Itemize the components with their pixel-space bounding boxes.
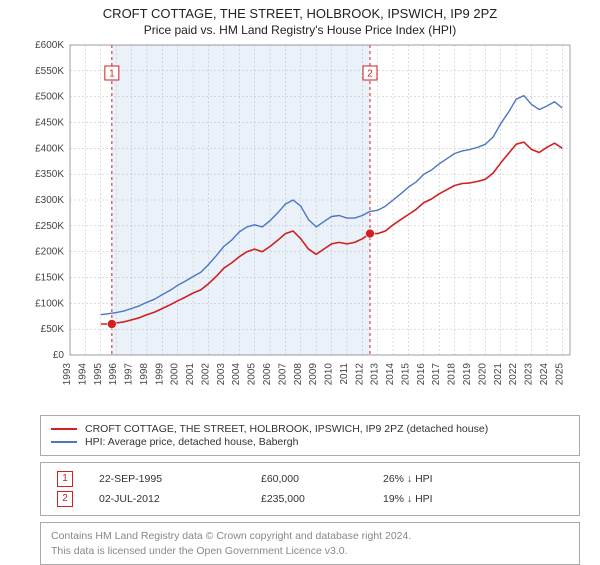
svg-text:2013: 2013 [370,363,381,386]
ref-badge: 2 [57,491,73,507]
svg-text:1994: 1994 [77,363,88,386]
legend-swatch [51,441,77,443]
svg-text:£200K: £200K [35,247,64,258]
footer-line-1: Contains HM Land Registry data © Crown c… [51,529,569,544]
svg-text:2006: 2006 [262,363,273,386]
svg-text:2018: 2018 [447,363,458,386]
ref-date: 22-SEP-1995 [93,469,255,489]
svg-text:2020: 2020 [477,363,488,386]
svg-text:2024: 2024 [539,363,550,386]
title-block: CROFT COTTAGE, THE STREET, HOLBROOK, IPS… [0,0,600,39]
legend-label: HPI: Average price, detached house, Babe… [85,436,298,448]
ref-badge-cell: 2 [51,489,93,509]
svg-text:2003: 2003 [216,363,227,386]
svg-text:2016: 2016 [416,363,427,386]
reference-sale-row: 2 02-JUL-2012£235,00019% ↓ HPI [51,489,569,509]
svg-text:£300K: £300K [35,195,64,206]
svg-text:2010: 2010 [324,363,335,386]
svg-text:2017: 2017 [431,363,442,386]
ref-badge-cell: 1 [51,469,93,489]
legend-label: CROFT COTTAGE, THE STREET, HOLBROOK, IPS… [85,423,488,435]
svg-text:1998: 1998 [139,363,150,386]
title-line-1: CROFT COTTAGE, THE STREET, HOLBROOK, IPS… [0,6,600,21]
chart-svg: £0 £50K £100K £150K £200K £250K £300K £350K £400… [20,39,580,409]
svg-text:2015: 2015 [400,363,411,386]
svg-text:£50K: £50K [41,324,65,335]
legend-box: CROFT COTTAGE, THE STREET, HOLBROOK, IPS… [40,415,580,456]
reference-sales-box: 1 22-SEP-1995£60,00026% ↓ HPI 2 02-JUL-2012… [40,462,580,516]
svg-text:2000: 2000 [170,363,181,386]
svg-text:£100K: £100K [35,298,64,309]
footer-line-2: This data is licensed under the Open Gov… [51,544,569,559]
ref-badge: 1 [57,471,73,487]
svg-text:£150K: £150K [35,273,64,284]
svg-text:2008: 2008 [293,363,304,386]
svg-text:£400K: £400K [35,143,64,154]
svg-text:£550K: £550K [35,66,64,77]
svg-text:2007: 2007 [277,363,288,386]
legend-row: CROFT COTTAGE, THE STREET, HOLBROOK, IPS… [51,423,569,435]
svg-text:2005: 2005 [247,363,258,386]
reference-sales-table: 1 22-SEP-1995£60,00026% ↓ HPI 2 02-JUL-2012… [51,469,569,509]
svg-text:1997: 1997 [124,363,135,386]
svg-text:2022: 2022 [508,363,519,386]
svg-text:£350K: £350K [35,169,64,180]
chart-area: £0 £50K £100K £150K £200K £250K £300K £350K £400… [20,39,580,409]
svg-text:1: 1 [109,69,115,80]
svg-text:2001: 2001 [185,363,196,386]
legend-swatch [51,428,77,430]
svg-text:2012: 2012 [354,363,365,386]
attribution-footer: Contains HM Land Registry data © Crown c… [40,522,580,565]
svg-text:£500K: £500K [35,92,64,103]
svg-text:2019: 2019 [462,363,473,386]
svg-text:2011: 2011 [339,363,350,385]
legend-row: HPI: Average price, detached house, Babe… [51,436,569,448]
ref-date: 02-JUL-2012 [93,489,255,509]
svg-text:2004: 2004 [231,363,242,386]
svg-text:£450K: £450K [35,118,64,129]
svg-text:1995: 1995 [93,363,104,386]
svg-text:1999: 1999 [154,363,165,386]
ref-delta: 26% ↓ HPI [377,469,569,489]
svg-text:2002: 2002 [200,363,211,386]
svg-text:1996: 1996 [108,363,119,386]
svg-text:£600K: £600K [35,40,64,51]
chart-container: CROFT COTTAGE, THE STREET, HOLBROOK, IPS… [0,0,600,565]
ref-price: £60,000 [255,469,377,489]
svg-text:£0: £0 [53,350,65,361]
svg-text:1993: 1993 [62,363,73,386]
svg-text:2025: 2025 [554,363,565,386]
svg-text:2014: 2014 [385,363,396,386]
svg-text:2023: 2023 [524,363,535,386]
ref-price: £235,000 [255,489,377,509]
svg-text:£250K: £250K [35,221,64,232]
svg-text:2: 2 [367,69,373,80]
svg-text:2021: 2021 [493,363,504,386]
title-line-2: Price paid vs. HM Land Registry's House … [0,23,600,37]
ref-delta: 19% ↓ HPI [377,489,569,509]
svg-text:2009: 2009 [308,363,319,386]
reference-sale-row: 1 22-SEP-1995£60,00026% ↓ HPI [51,469,569,489]
